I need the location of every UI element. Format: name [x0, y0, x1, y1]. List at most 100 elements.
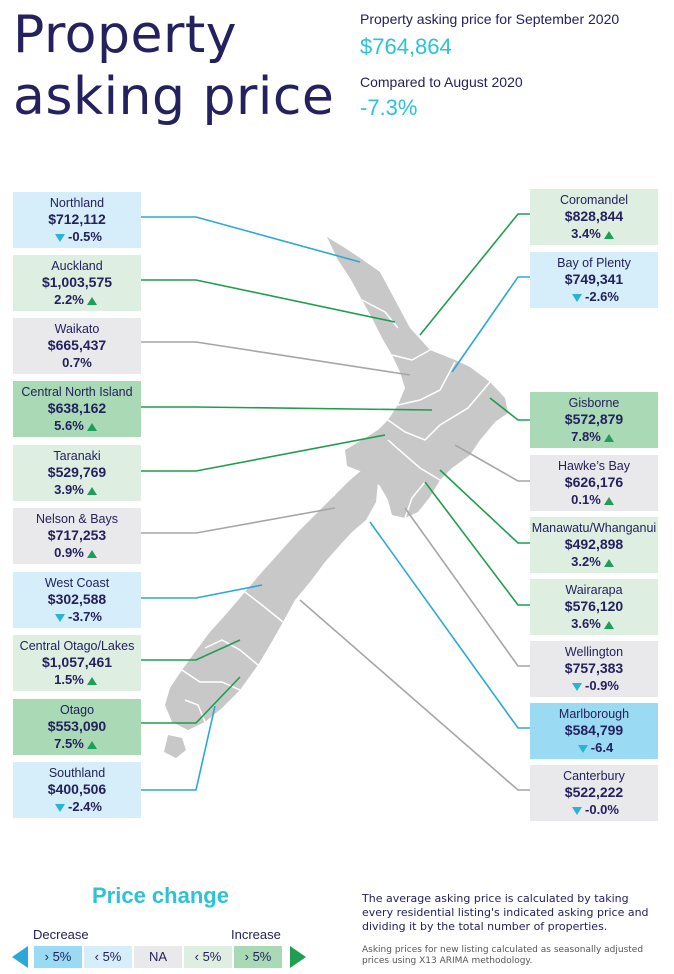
connector-line	[141, 705, 216, 791]
region-change: -0.9%	[530, 677, 658, 694]
region-change-value: 3.6%	[571, 616, 601, 631]
footnote-main: The average asking price is calculated b…	[362, 892, 649, 933]
region-name: Hawke’s Bay	[557, 459, 631, 473]
triangle-up-icon	[603, 433, 614, 442]
current-price-value: $764,864	[360, 34, 452, 59]
title-line-1: Property	[13, 5, 238, 65]
region-card: Coromandel $828,844 3.4%	[530, 189, 658, 245]
region-card: Marlborough $584,799 -6.4	[530, 703, 658, 759]
connector-line	[141, 341, 411, 376]
region-change: 0.9%	[13, 544, 141, 561]
connector-line	[141, 584, 263, 599]
region-card: Taranaki $529,769 3.9%	[13, 445, 141, 501]
region-card: Central Otago/Lakes $1,057,461 1.5%	[13, 635, 141, 691]
legend-decrease-small: ‹ 5%	[84, 946, 132, 968]
region-change: 7.8%	[530, 428, 658, 445]
comparison-label: Compared to August 2020	[360, 74, 523, 90]
region-border	[361, 299, 399, 329]
triangle-up-icon	[86, 549, 97, 558]
region-card: Waikato $665,437 0.7%	[13, 318, 141, 374]
legend-decrease-large: › 5%	[34, 946, 82, 968]
region-change-value: 2.2%	[54, 292, 84, 307]
region-name: Northland	[49, 196, 105, 210]
connector-line	[141, 434, 386, 472]
connector-line	[419, 213, 530, 336]
region-name: Nelson & Bays	[36, 512, 118, 526]
region-card: Wellington $757,383 -0.9%	[530, 641, 658, 697]
region-change-value: 0.9%	[54, 545, 84, 560]
region-change: -0.0%	[530, 801, 658, 818]
region-change: 3.4%	[530, 225, 658, 242]
region-price: $828,844	[564, 208, 624, 224]
region-card: Canterbury $522,222 -0.0%	[530, 765, 658, 821]
region-change-value: 1.5%	[54, 672, 84, 687]
connector-lines	[141, 213, 530, 791]
triangle-down-icon	[572, 682, 583, 691]
region-price: $665,437	[47, 337, 107, 353]
region-price: $572,879	[564, 411, 624, 427]
decrease-arrow-icon	[12, 946, 28, 968]
triangle-up-icon	[86, 486, 97, 495]
connector-line	[451, 276, 530, 373]
triangle-up-icon	[86, 676, 97, 685]
region-border	[387, 381, 491, 441]
triangle-up-icon	[603, 230, 614, 239]
region-change: 0.7%	[13, 354, 141, 371]
region-card: Hawke’s Bay $626,176 0.1%	[530, 455, 658, 511]
region-price: $522,222	[564, 784, 624, 800]
current-price-label: Property asking price for September 2020	[360, 11, 620, 27]
region-name: West Coast	[44, 576, 110, 590]
region-name: Manawatu/Whanganui	[531, 521, 657, 535]
region-border	[387, 439, 441, 481]
legend-increase-label: Increase	[231, 927, 281, 942]
north-island-shape	[327, 237, 508, 518]
region-price: $626,176	[564, 474, 624, 490]
region-change-value: 3.2%	[571, 554, 601, 569]
connector-line	[489, 397, 530, 421]
region-card: Southland $400,506 -2.4%	[13, 762, 141, 818]
region-card: Northland $712,112 -0.5%	[13, 192, 141, 248]
south-island-shape	[165, 470, 378, 730]
region-price: $584,799	[564, 722, 624, 738]
region-name: Waikato	[54, 322, 100, 336]
connector-line	[369, 521, 530, 729]
region-name: Central North Island	[21, 385, 133, 399]
region-change: 3.6%	[530, 615, 658, 632]
region-name: Auckland	[51, 259, 103, 273]
region-change-value: -6.4	[590, 740, 614, 755]
region-border	[397, 361, 456, 406]
connector-line	[141, 676, 241, 724]
legend-decrease-label: Decrease	[33, 927, 89, 942]
region-name: Otago	[59, 703, 95, 717]
region-change-value: -2.6%	[585, 289, 619, 304]
connector-line	[424, 481, 530, 606]
title-line-2: asking price	[13, 67, 335, 127]
page-title: Property asking price	[13, 4, 334, 128]
region-name: Gisborne	[568, 396, 620, 410]
triangle-down-icon	[55, 613, 66, 622]
footnote-small: Asking prices for new listing calculated…	[362, 945, 644, 966]
region-name: Canterbury	[563, 769, 625, 783]
triangle-up-icon	[86, 422, 97, 431]
region-price: $1,057,461	[41, 654, 113, 670]
region-price: $757,383	[564, 660, 624, 676]
triangle-up-icon	[603, 558, 614, 567]
stewart-island-shape	[164, 735, 186, 758]
region-name: Southland	[48, 766, 106, 780]
triangle-down-icon	[55, 803, 66, 812]
connector-line	[141, 216, 361, 263]
region-change: -3.7%	[13, 608, 141, 625]
region-name: Bay of Plenty	[557, 256, 631, 270]
region-price: $1,003,575	[41, 274, 113, 290]
region-change-value: -0.5%	[68, 229, 102, 244]
region-border	[391, 349, 431, 361]
region-border	[204, 639, 259, 666]
triangle-up-icon	[86, 740, 97, 749]
legend-increase-large: › 5%	[234, 946, 282, 968]
connector-line	[141, 639, 241, 661]
region-price: $492,898	[564, 536, 624, 552]
triangle-down-icon	[572, 806, 583, 815]
region-change: 3.2%	[530, 553, 658, 570]
region-price: $638,162	[47, 400, 107, 416]
